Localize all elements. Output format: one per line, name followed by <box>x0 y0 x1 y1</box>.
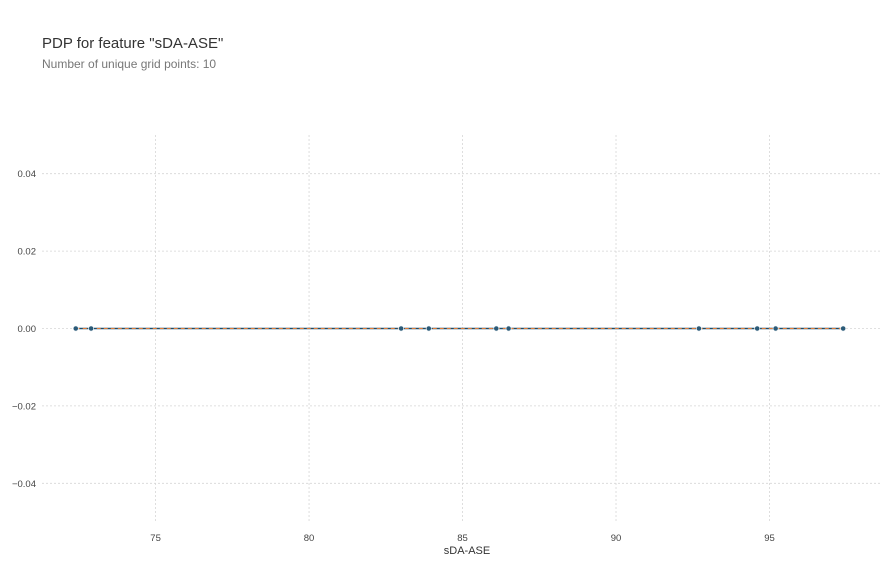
data-point <box>505 325 512 332</box>
x-tick-label-95: 95 <box>764 533 775 544</box>
data-point <box>72 325 79 332</box>
x-tick-label-85: 85 <box>457 533 468 544</box>
data-point <box>840 325 847 332</box>
y-tick-label-1: 0.02 <box>18 247 37 258</box>
chart-subtitle: Number of unique grid points: 10 <box>42 57 217 71</box>
data-point <box>772 325 779 332</box>
x-tick-label-75: 75 <box>150 533 161 544</box>
x-tick-labels: 75 80 85 90 95 <box>150 533 774 544</box>
y-tick-label-0: 0.04 <box>18 169 37 180</box>
y-tick-label-4: −0.04 <box>12 479 36 490</box>
data-point <box>398 325 405 332</box>
data-point <box>493 325 500 332</box>
y-tick-labels: 0.04 0.02 0.00 −0.02 −0.04 <box>12 169 36 490</box>
y-tick-label-3: −0.02 <box>12 401 36 412</box>
data-point <box>754 325 761 332</box>
data-point <box>425 325 432 332</box>
series-group <box>72 325 847 332</box>
x-tick-label-90: 90 <box>611 533 622 544</box>
y-tick-label-2: 0.00 <box>18 324 37 335</box>
data-point <box>695 325 702 332</box>
x-axis-label: sDA-ASE <box>444 545 490 557</box>
chart-title: PDP for feature "sDA-ASE" <box>42 35 224 52</box>
x-tick-label-80: 80 <box>304 533 315 544</box>
data-point <box>88 325 95 332</box>
